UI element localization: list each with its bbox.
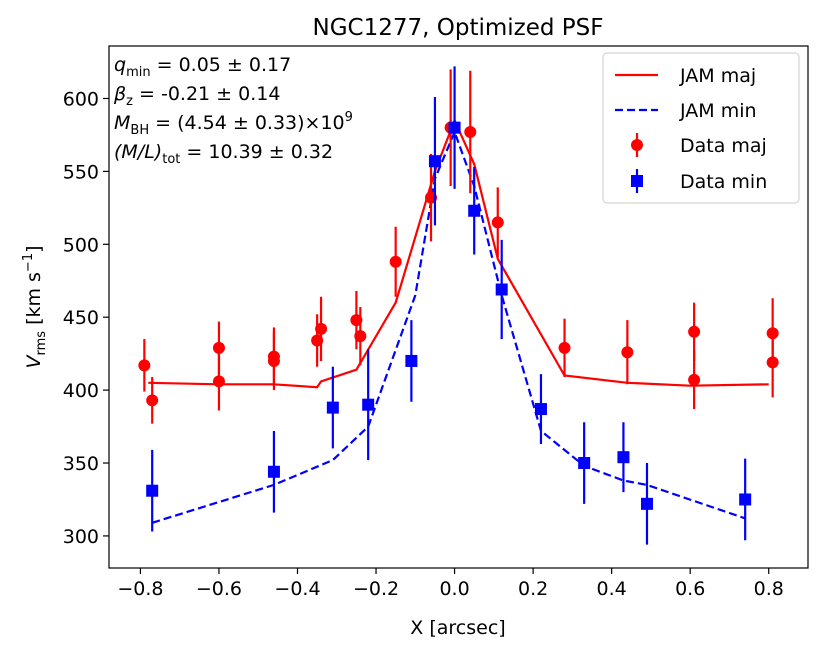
data-point-min	[146, 484, 159, 497]
data-point-min	[448, 121, 461, 134]
data-point-min	[362, 398, 375, 411]
legend: JAM maj JAM min Data maj Data min	[602, 52, 800, 204]
data-point-maj	[138, 359, 151, 372]
annotation-line: qmin = 0.05 ± 0.17	[114, 54, 291, 80]
data-point-maj	[688, 373, 701, 386]
x-tick-label: −0.4	[274, 578, 320, 600]
y-tick-label: 300	[63, 526, 99, 548]
y-tick-label: 400	[63, 380, 99, 402]
x-tick-label: 0.4	[597, 578, 627, 600]
data-point-min	[468, 204, 481, 217]
data-point-min	[428, 155, 441, 168]
x-tick-label: −0.2	[353, 578, 399, 600]
axes-frame	[108, 45, 809, 569]
x-tick-label: 0.8	[754, 578, 784, 600]
data-point-maj	[212, 341, 225, 354]
annotation-line: βz = -0.21 ± 0.14	[113, 83, 280, 109]
data-point-min	[640, 497, 653, 510]
legend-label-data-min: Data min	[680, 171, 767, 193]
y-tick-label: 350	[63, 453, 99, 475]
legend-label-data-maj: Data maj	[680, 135, 767, 157]
data-point-maj	[491, 216, 504, 229]
x-tick-label: −0.6	[196, 578, 242, 600]
data-point-maj	[267, 354, 280, 367]
data-point-min	[534, 403, 547, 416]
legend-label-jam-maj: JAM maj	[679, 65, 756, 87]
x-axis-label: X [arcsec]	[410, 617, 505, 639]
data-point-maj	[354, 330, 367, 343]
data-point-maj	[315, 322, 328, 335]
y-tick-label: 450	[63, 307, 99, 329]
y-tick-label: 550	[63, 161, 99, 183]
y-tick-label: 600	[63, 88, 99, 110]
data-point-min	[739, 493, 752, 506]
data-point-min	[617, 451, 630, 464]
x-tick-label: 0.6	[675, 578, 705, 600]
data-point-maj	[688, 325, 701, 338]
legend-box	[602, 52, 800, 204]
y-axis-label: Vrms [km s−1]	[21, 245, 49, 368]
data-point-maj	[146, 394, 159, 407]
data-point-min	[267, 465, 280, 478]
data-point-maj	[389, 255, 402, 268]
data-point-min	[326, 401, 339, 414]
data-point-maj	[621, 346, 634, 359]
annotation-line: (M/L)tot = 10.39 ± 0.32	[114, 141, 333, 167]
data-point-maj	[464, 126, 477, 139]
series-line-jam-min	[151, 128, 746, 524]
y-tick-label: 500	[63, 234, 99, 256]
data-point-maj	[766, 327, 779, 340]
legend-swatch-data-maj	[631, 139, 643, 151]
legend-swatch-data-min	[631, 175, 643, 187]
data-point-maj	[558, 341, 571, 354]
y-axis-ticks: 300 350 400 450 500 550 600	[63, 88, 109, 548]
data-point-maj	[212, 375, 225, 388]
x-tick-label: −0.8	[117, 578, 163, 600]
legend-label-jam-min: JAM min	[679, 100, 757, 122]
x-axis-ticks: −0.8 −0.6 −0.4 −0.2 0.0 0.2 0.4 0.6 0.8	[117, 568, 784, 600]
data-point-min	[578, 457, 591, 470]
annotation-line: MBH = (4.54 ± 0.33)×109	[114, 110, 353, 138]
x-tick-label: 0.0	[439, 578, 469, 600]
data-point-min	[495, 283, 508, 296]
data-point-min	[405, 354, 418, 367]
x-tick-label: 0.2	[518, 578, 548, 600]
chart-title: NGC1277, Optimized PSF	[313, 15, 604, 41]
plot-marks	[138, 66, 779, 545]
